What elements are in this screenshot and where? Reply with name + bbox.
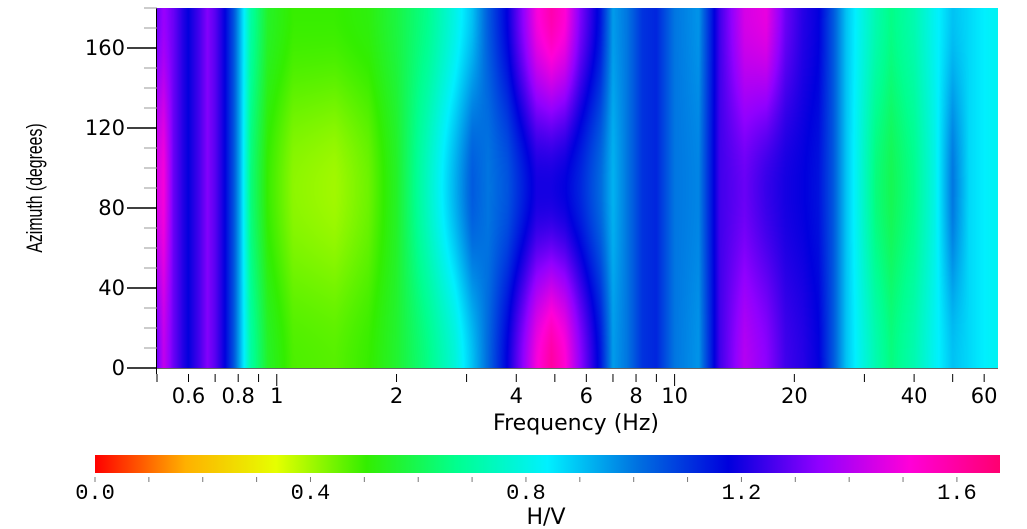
y-axis-title: Azimuth (degrees) [24, 123, 48, 252]
x-tick-label: 60 [971, 384, 998, 408]
heatmap-plot [157, 8, 998, 368]
y-tick-label: 0 [112, 356, 125, 380]
colorbar-tick-label: 1.6 [937, 481, 977, 506]
colorbar-tick-label: 0.4 [291, 481, 331, 506]
colorbar-tick-label: 1.2 [722, 481, 762, 506]
y-tick-label: 80 [98, 196, 125, 220]
x-tick-label: 8 [629, 384, 642, 408]
x-tick-label: 0.6 [172, 384, 205, 408]
colorbar-gradient [95, 455, 1000, 473]
y-axis: 0 40 80 120 160 [85, 7, 157, 380]
x-axis-title: Frequency (Hz) [493, 411, 659, 436]
x-tick-label: 20 [781, 384, 808, 408]
x-axis: 0.6 0.8 1 2 4 6 8 10 20 40 60 [156, 368, 998, 408]
colorbar-tick-label: 0.8 [506, 481, 546, 506]
x-tick-label: 40 [901, 384, 928, 408]
x-tick-label: 10 [661, 384, 688, 408]
y-tick-label: 40 [98, 276, 125, 300]
x-tick-label: 1 [270, 384, 283, 408]
colorbar-title: H/V [526, 505, 565, 529]
colorbar: 0.0 0.4 0.8 1.2 1.6 [75, 455, 1000, 506]
heatmap-image [157, 8, 998, 368]
y-tick-label: 120 [85, 116, 125, 140]
x-tick-label: 2 [390, 384, 403, 408]
x-tick-label: 4 [510, 384, 523, 408]
x-tick-label: 6 [580, 384, 593, 408]
y-tick-label: 160 [85, 36, 125, 60]
colorbar-tick-label: 0.0 [75, 481, 115, 506]
x-tick-label: 0.8 [222, 384, 255, 408]
